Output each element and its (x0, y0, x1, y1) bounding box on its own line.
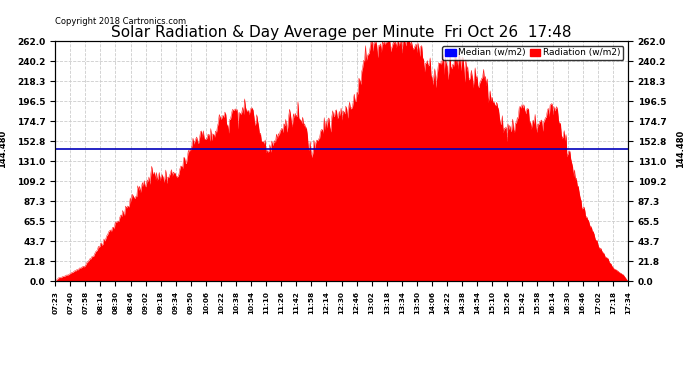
Text: Copyright 2018 Cartronics.com: Copyright 2018 Cartronics.com (55, 17, 186, 26)
Legend: Median (w/m2), Radiation (w/m2): Median (w/m2), Radiation (w/m2) (442, 46, 623, 60)
Text: 144.480: 144.480 (0, 130, 7, 168)
Text: 144.480: 144.480 (676, 130, 685, 168)
Title: Solar Radiation & Day Average per Minute  Fri Oct 26  17:48: Solar Radiation & Day Average per Minute… (111, 25, 572, 40)
